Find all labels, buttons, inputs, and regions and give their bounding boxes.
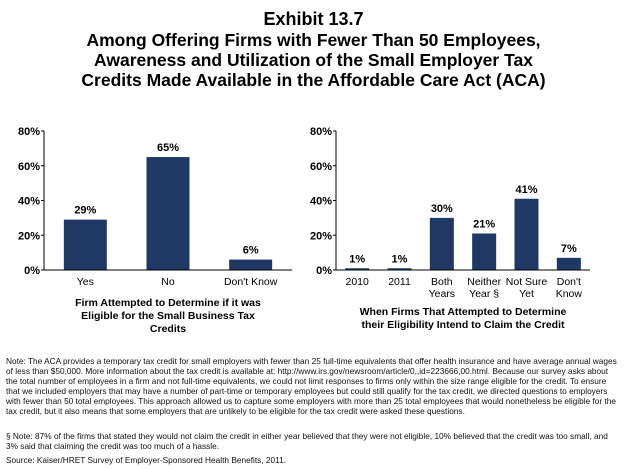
left-x-axis-title: Firm Attempted to Determine if it was	[75, 297, 261, 309]
right-bar	[514, 198, 539, 270]
right-category-label: Not Sure	[506, 276, 548, 288]
left-ytick-label: 60%	[18, 161, 40, 173]
right-ytick-label: 60%	[310, 161, 332, 173]
left-bar	[229, 259, 273, 270]
left-x-axis-title: Credits	[150, 323, 186, 335]
right-value-label: 7%	[561, 243, 577, 255]
left-x-axis-title: Eligible for the Small Business Tax	[81, 310, 255, 322]
exhibit-number: Exhibit 13.7	[263, 9, 364, 29]
right-category-label: 2011	[388, 276, 411, 288]
left-category-label: Yes	[77, 276, 94, 288]
right-category-label: Know	[556, 288, 583, 300]
right-ytick-label: 20%	[310, 230, 332, 242]
right-category-label: Years	[429, 288, 455, 300]
left-ytick-label: 0%	[24, 265, 40, 277]
title-line-2: Awareness and Utilization of the Small E…	[94, 50, 533, 70]
right-ytick-label: 40%	[310, 196, 332, 208]
title-line-1: Among Offering Firms with Fewer Than 50 …	[86, 30, 541, 50]
right-category-label: Both	[431, 276, 453, 288]
right-value-label: 1%	[392, 253, 408, 265]
left-value-label: 6%	[243, 245, 259, 257]
left-category-label: Don't Know	[224, 276, 278, 288]
right-value-label: 1%	[349, 253, 365, 265]
right-category-label: Don't	[557, 276, 581, 288]
exhibit-title: Exhibit 13.7 Among Offering Firms with F…	[0, 8, 627, 90]
left-category-label: No	[161, 276, 175, 288]
left-bar	[146, 157, 190, 270]
right-bar	[429, 217, 454, 270]
right-x-axis-title: When Firms That Attempted to Determine	[360, 306, 567, 318]
right-category-label: 2010	[345, 276, 369, 288]
right-bar	[345, 268, 370, 270]
right-category-label: Neither	[467, 276, 501, 288]
left-value-label: 29%	[74, 205, 96, 217]
title-line-3: Credits Made Available in the Affordable…	[81, 70, 546, 90]
left-ytick-label: 80%	[18, 126, 40, 138]
right-category-label: Yet	[519, 288, 534, 300]
right-ytick-label: 0%	[316, 265, 332, 277]
left-bar	[63, 219, 107, 270]
left-value-label: 65%	[157, 142, 179, 154]
right-ytick-label: 80%	[310, 126, 332, 138]
note-aca: Note: The ACA provides a temporary tax c…	[6, 356, 617, 416]
right-value-label: 21%	[473, 219, 495, 231]
right-value-label: 30%	[431, 203, 453, 215]
note-neither-year: § Note: 87% of the firms that stated the…	[6, 431, 608, 451]
source-note: Source: Kaiser/HRET Survey of Employer-S…	[6, 455, 287, 465]
right-bar	[472, 233, 497, 270]
right-x-axis-title: their Eligibility Intend to Claim the Cr…	[361, 319, 565, 331]
right-category-label: Year §	[469, 288, 499, 300]
left-ytick-label: 20%	[18, 230, 40, 242]
right-value-label: 41%	[515, 184, 537, 196]
right-bar	[556, 257, 581, 270]
right-bar	[387, 268, 412, 270]
left-ytick-label: 40%	[18, 196, 40, 208]
